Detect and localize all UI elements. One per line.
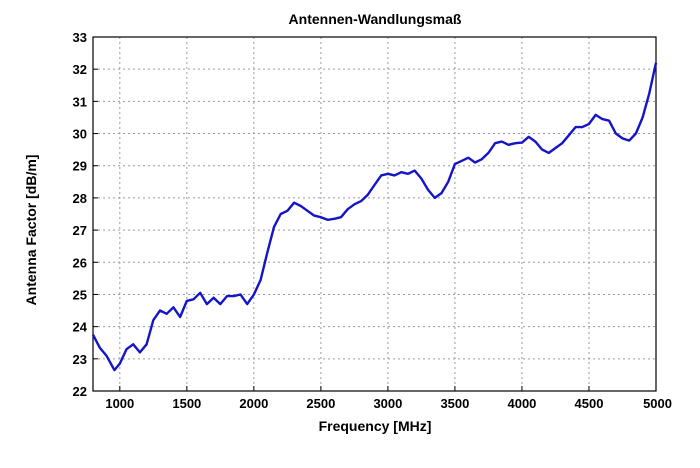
- x-tick-label: 3500: [440, 396, 469, 411]
- y-tick-label: 33: [73, 30, 87, 45]
- y-tick-label: 27: [73, 223, 87, 238]
- x-tick-label: 2500: [306, 396, 335, 411]
- x-tick-label: 5000: [643, 396, 672, 411]
- chart-title: Antennen-Wandlungsmaß: [289, 11, 462, 27]
- y-tick-label: 24: [73, 320, 88, 335]
- y-tick-label: 29: [73, 159, 87, 174]
- y-tick-label: 23: [73, 352, 87, 367]
- y-tick-label: 32: [73, 62, 87, 77]
- x-tick-label: 2000: [239, 396, 268, 411]
- x-tick-label: 3000: [373, 396, 402, 411]
- y-tick-label: 30: [73, 127, 87, 142]
- x-tick-label: 1500: [172, 396, 201, 411]
- x-tick-label: 1000: [105, 396, 134, 411]
- y-tick-label: 28: [73, 191, 87, 206]
- y-tick-label: 25: [73, 287, 87, 302]
- y-tick-label: 22: [73, 384, 87, 399]
- x-tick-label: 4500: [575, 396, 604, 411]
- grid: [93, 37, 656, 391]
- y-axis-label: Antenna Factor [dB/m]: [23, 155, 39, 306]
- y-tick-label: 31: [73, 94, 87, 109]
- x-tick-label: 4000: [507, 396, 536, 411]
- y-tick-label: 26: [73, 255, 87, 270]
- axis-ticks: 1000 1500 2000 2500 3000 3500 4000 4500 5000 22 23…: [73, 30, 672, 411]
- plot-frame: [92, 36, 657, 392]
- series-line-antenna-factor: [91, 62, 658, 372]
- x-axis-label: Frequency [MHz]: [319, 418, 432, 434]
